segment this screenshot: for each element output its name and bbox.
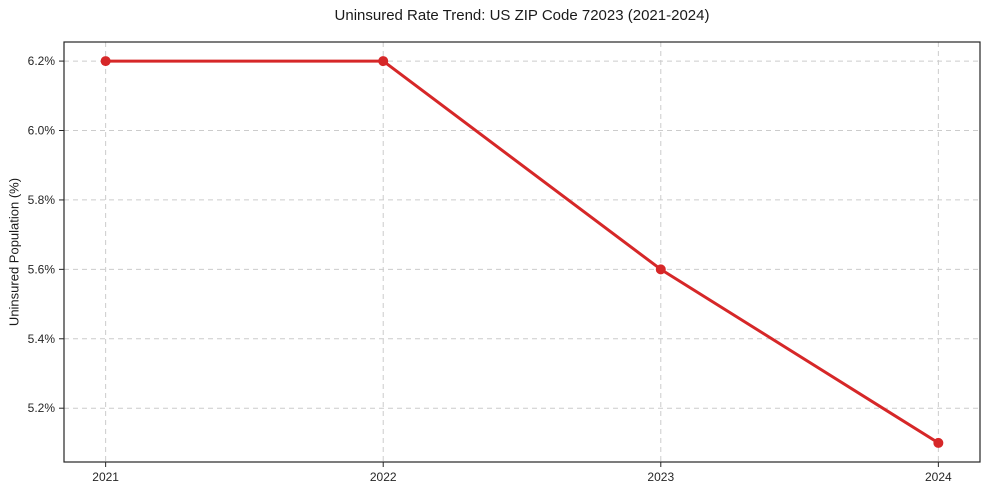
y-tick-label: 5.4% [28, 332, 56, 346]
x-tick-label: 2021 [92, 470, 119, 484]
chart-title: Uninsured Rate Trend: US ZIP Code 72023 … [334, 7, 710, 24]
trend-line [104, 59, 940, 445]
y-tick-label: 6.0% [28, 124, 56, 138]
x-tick-label: 2022 [370, 470, 397, 484]
data-point-2022 [378, 56, 389, 67]
x-tick-label: 2024 [925, 470, 952, 484]
y-tick-label: 6.2% [28, 54, 56, 68]
y-axis-label: Uninsured Population (%) [6, 177, 22, 327]
y-tick-label: 5.6% [28, 262, 56, 276]
y-tick-label: 5.8% [28, 193, 56, 207]
y-tick-label: 5.2% [28, 401, 56, 415]
data-point-2024 [933, 437, 944, 448]
data-point-2021 [100, 56, 111, 67]
plot-frame [63, 41, 981, 463]
x-tick-label: 2023 [647, 470, 674, 484]
data-point-2023 [655, 264, 666, 275]
